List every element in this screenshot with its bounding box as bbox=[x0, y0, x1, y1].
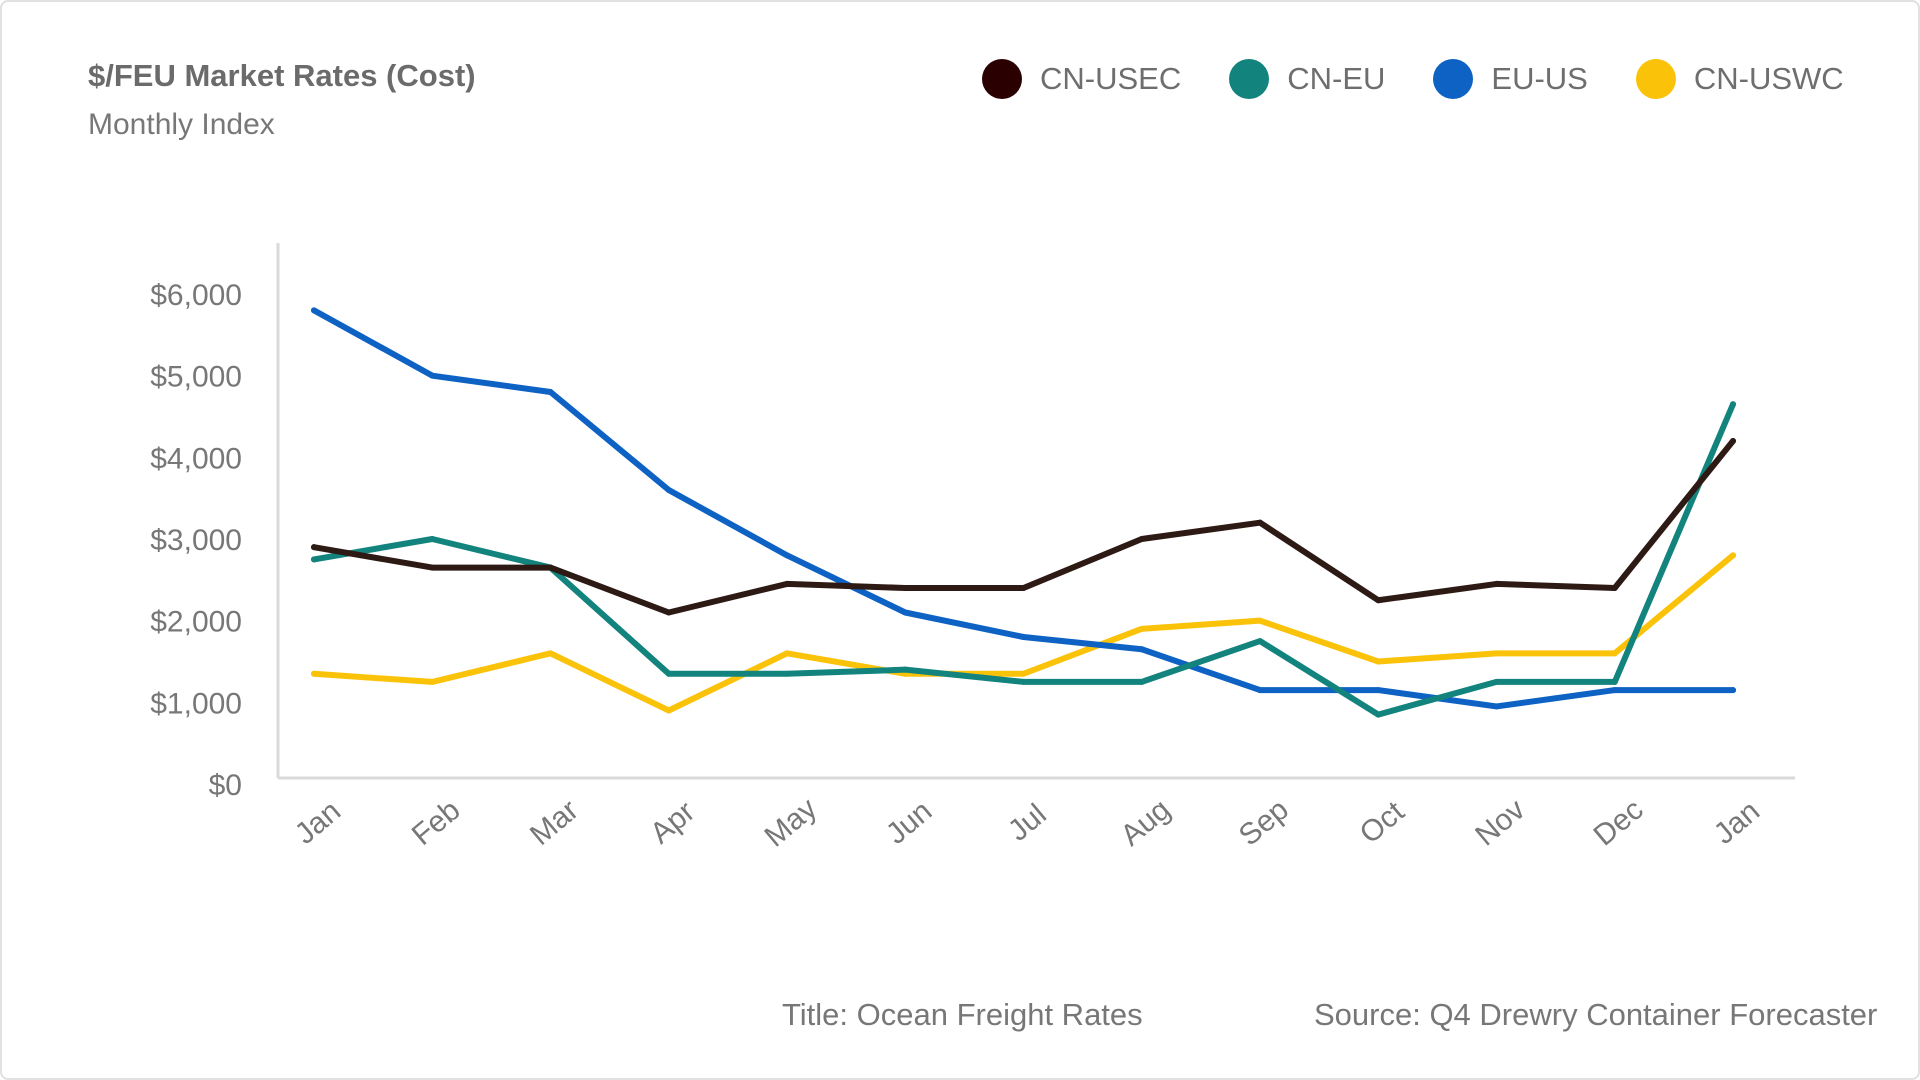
y-tick-label: $6,000 bbox=[150, 279, 242, 312]
chart-title: $/FEU Market Rates (Cost) bbox=[88, 58, 476, 93]
series-line-cn-eu bbox=[311, 401, 1736, 718]
data-point-cn-uswc bbox=[1020, 670, 1027, 677]
footer-source: Source: Q4 Drewry Container Forecaster bbox=[1314, 997, 1878, 1032]
data-point-cn-usec bbox=[1138, 536, 1145, 542]
data-point-eu-us bbox=[1493, 703, 1500, 710]
data-point-cn-uswc bbox=[429, 678, 436, 685]
y-tick-label: $5,000 bbox=[150, 361, 242, 394]
data-point-eu-us bbox=[311, 307, 317, 314]
data-point-cn-eu bbox=[311, 556, 317, 563]
data-point-cn-uswc bbox=[311, 670, 317, 677]
data-point-cn-usec bbox=[1375, 597, 1382, 604]
data-point-cn-eu bbox=[1375, 711, 1382, 718]
data-point-cn-uswc bbox=[547, 650, 554, 657]
data-point-cn-usec bbox=[1730, 438, 1736, 444]
x-tick-label: Nov bbox=[1469, 793, 1531, 853]
data-point-cn-eu bbox=[1138, 678, 1145, 685]
y-tick-label: $1,000 bbox=[150, 687, 242, 720]
data-point-eu-us bbox=[547, 389, 554, 395]
series-line-cn-uswc bbox=[311, 552, 1736, 714]
data-point-cn-usec bbox=[1493, 580, 1500, 587]
x-tick-label: Mar bbox=[524, 793, 585, 851]
x-tick-label: Jan bbox=[289, 795, 347, 851]
data-point-cn-eu bbox=[1020, 678, 1027, 685]
y-tick-label: $4,000 bbox=[150, 442, 242, 475]
data-point-cn-usec bbox=[1020, 585, 1027, 591]
legend-label-cn-usec: CN-USEC bbox=[1040, 61, 1182, 96]
data-point-cn-usec bbox=[1257, 519, 1263, 526]
legend-dot-cn-usec bbox=[982, 59, 1022, 99]
data-point-cn-eu bbox=[665, 670, 672, 677]
legend-dot-cn-eu bbox=[1229, 59, 1270, 99]
data-point-cn-eu bbox=[429, 536, 436, 542]
data-point-eu-us bbox=[1611, 687, 1618, 694]
data-point-eu-us bbox=[1730, 687, 1736, 694]
chart-subtitle: Monthly Index bbox=[88, 108, 275, 141]
x-tick-label: Jan bbox=[1708, 795, 1766, 851]
legend-item-cn-usec: CN-USEC bbox=[982, 59, 1181, 99]
legend-label-eu-us: EU-US bbox=[1491, 61, 1588, 96]
data-point-cn-usec bbox=[429, 564, 436, 571]
x-tick-label: Oct bbox=[1354, 795, 1411, 851]
data-point-cn-uswc bbox=[1375, 658, 1382, 665]
legend-dot-eu-us bbox=[1433, 59, 1474, 99]
data-point-eu-us bbox=[1020, 634, 1027, 640]
data-point-eu-us bbox=[1375, 687, 1382, 694]
data-point-cn-usec bbox=[311, 544, 317, 551]
x-tick-label: Feb bbox=[406, 793, 467, 852]
data-point-eu-us bbox=[429, 372, 436, 379]
legend-label-cn-uswc: CN-USWC bbox=[1693, 61, 1844, 96]
x-tick-label: Jun bbox=[880, 795, 938, 851]
data-point-eu-us bbox=[902, 609, 909, 616]
data-point-cn-usec bbox=[1611, 585, 1618, 591]
x-tick-label: May bbox=[759, 792, 824, 854]
data-point-cn-uswc bbox=[1257, 617, 1263, 624]
footer-title: Title: Ocean Freight Rates bbox=[782, 997, 1143, 1032]
data-point-cn-uswc bbox=[1138, 625, 1145, 632]
data-point-eu-us bbox=[784, 552, 790, 559]
data-point-cn-eu bbox=[1257, 638, 1263, 645]
data-point-cn-uswc bbox=[1730, 552, 1736, 559]
legend: CN-USEC CN-EU EU-US CN-USWC bbox=[982, 59, 1844, 99]
x-tick-label: Sep bbox=[1233, 793, 1295, 853]
data-point-cn-uswc bbox=[784, 650, 790, 657]
x-tick-label: Aug bbox=[1115, 793, 1177, 853]
data-point-cn-uswc bbox=[1611, 650, 1618, 657]
data-point-cn-eu bbox=[902, 666, 909, 673]
y-tick-label: $2,000 bbox=[150, 606, 242, 639]
data-point-cn-usec bbox=[547, 564, 554, 571]
data-point-eu-us bbox=[1138, 646, 1145, 653]
data-point-cn-eu bbox=[1493, 678, 1500, 685]
data-point-eu-us bbox=[665, 487, 672, 493]
legend-item-eu-us: EU-US bbox=[1433, 59, 1588, 99]
legend-dot-cn-uswc bbox=[1635, 59, 1676, 99]
y-tick-label: $3,000 bbox=[150, 524, 242, 557]
data-point-cn-uswc bbox=[665, 707, 672, 714]
legend-item-cn-uswc: CN-USWC bbox=[1635, 59, 1844, 99]
data-point-cn-usec bbox=[665, 609, 672, 616]
series-line-eu-us bbox=[311, 307, 1736, 710]
y-tick-label: $0 bbox=[209, 769, 242, 802]
data-point-cn-uswc bbox=[1493, 650, 1500, 657]
data-point-eu-us bbox=[1257, 687, 1263, 694]
x-tick-label: Dec bbox=[1588, 793, 1650, 853]
x-tick-label: Apr bbox=[644, 795, 701, 850]
legend-label-cn-eu: CN-EU bbox=[1287, 61, 1386, 96]
data-point-cn-eu bbox=[1611, 678, 1618, 685]
data-point-cn-eu bbox=[784, 670, 790, 677]
legend-item-cn-eu: CN-EU bbox=[1229, 59, 1385, 99]
data-point-cn-usec bbox=[902, 585, 909, 591]
data-point-cn-eu bbox=[1730, 401, 1736, 408]
x-tick-label: Jul bbox=[1002, 798, 1053, 848]
data-point-cn-usec bbox=[784, 580, 790, 587]
